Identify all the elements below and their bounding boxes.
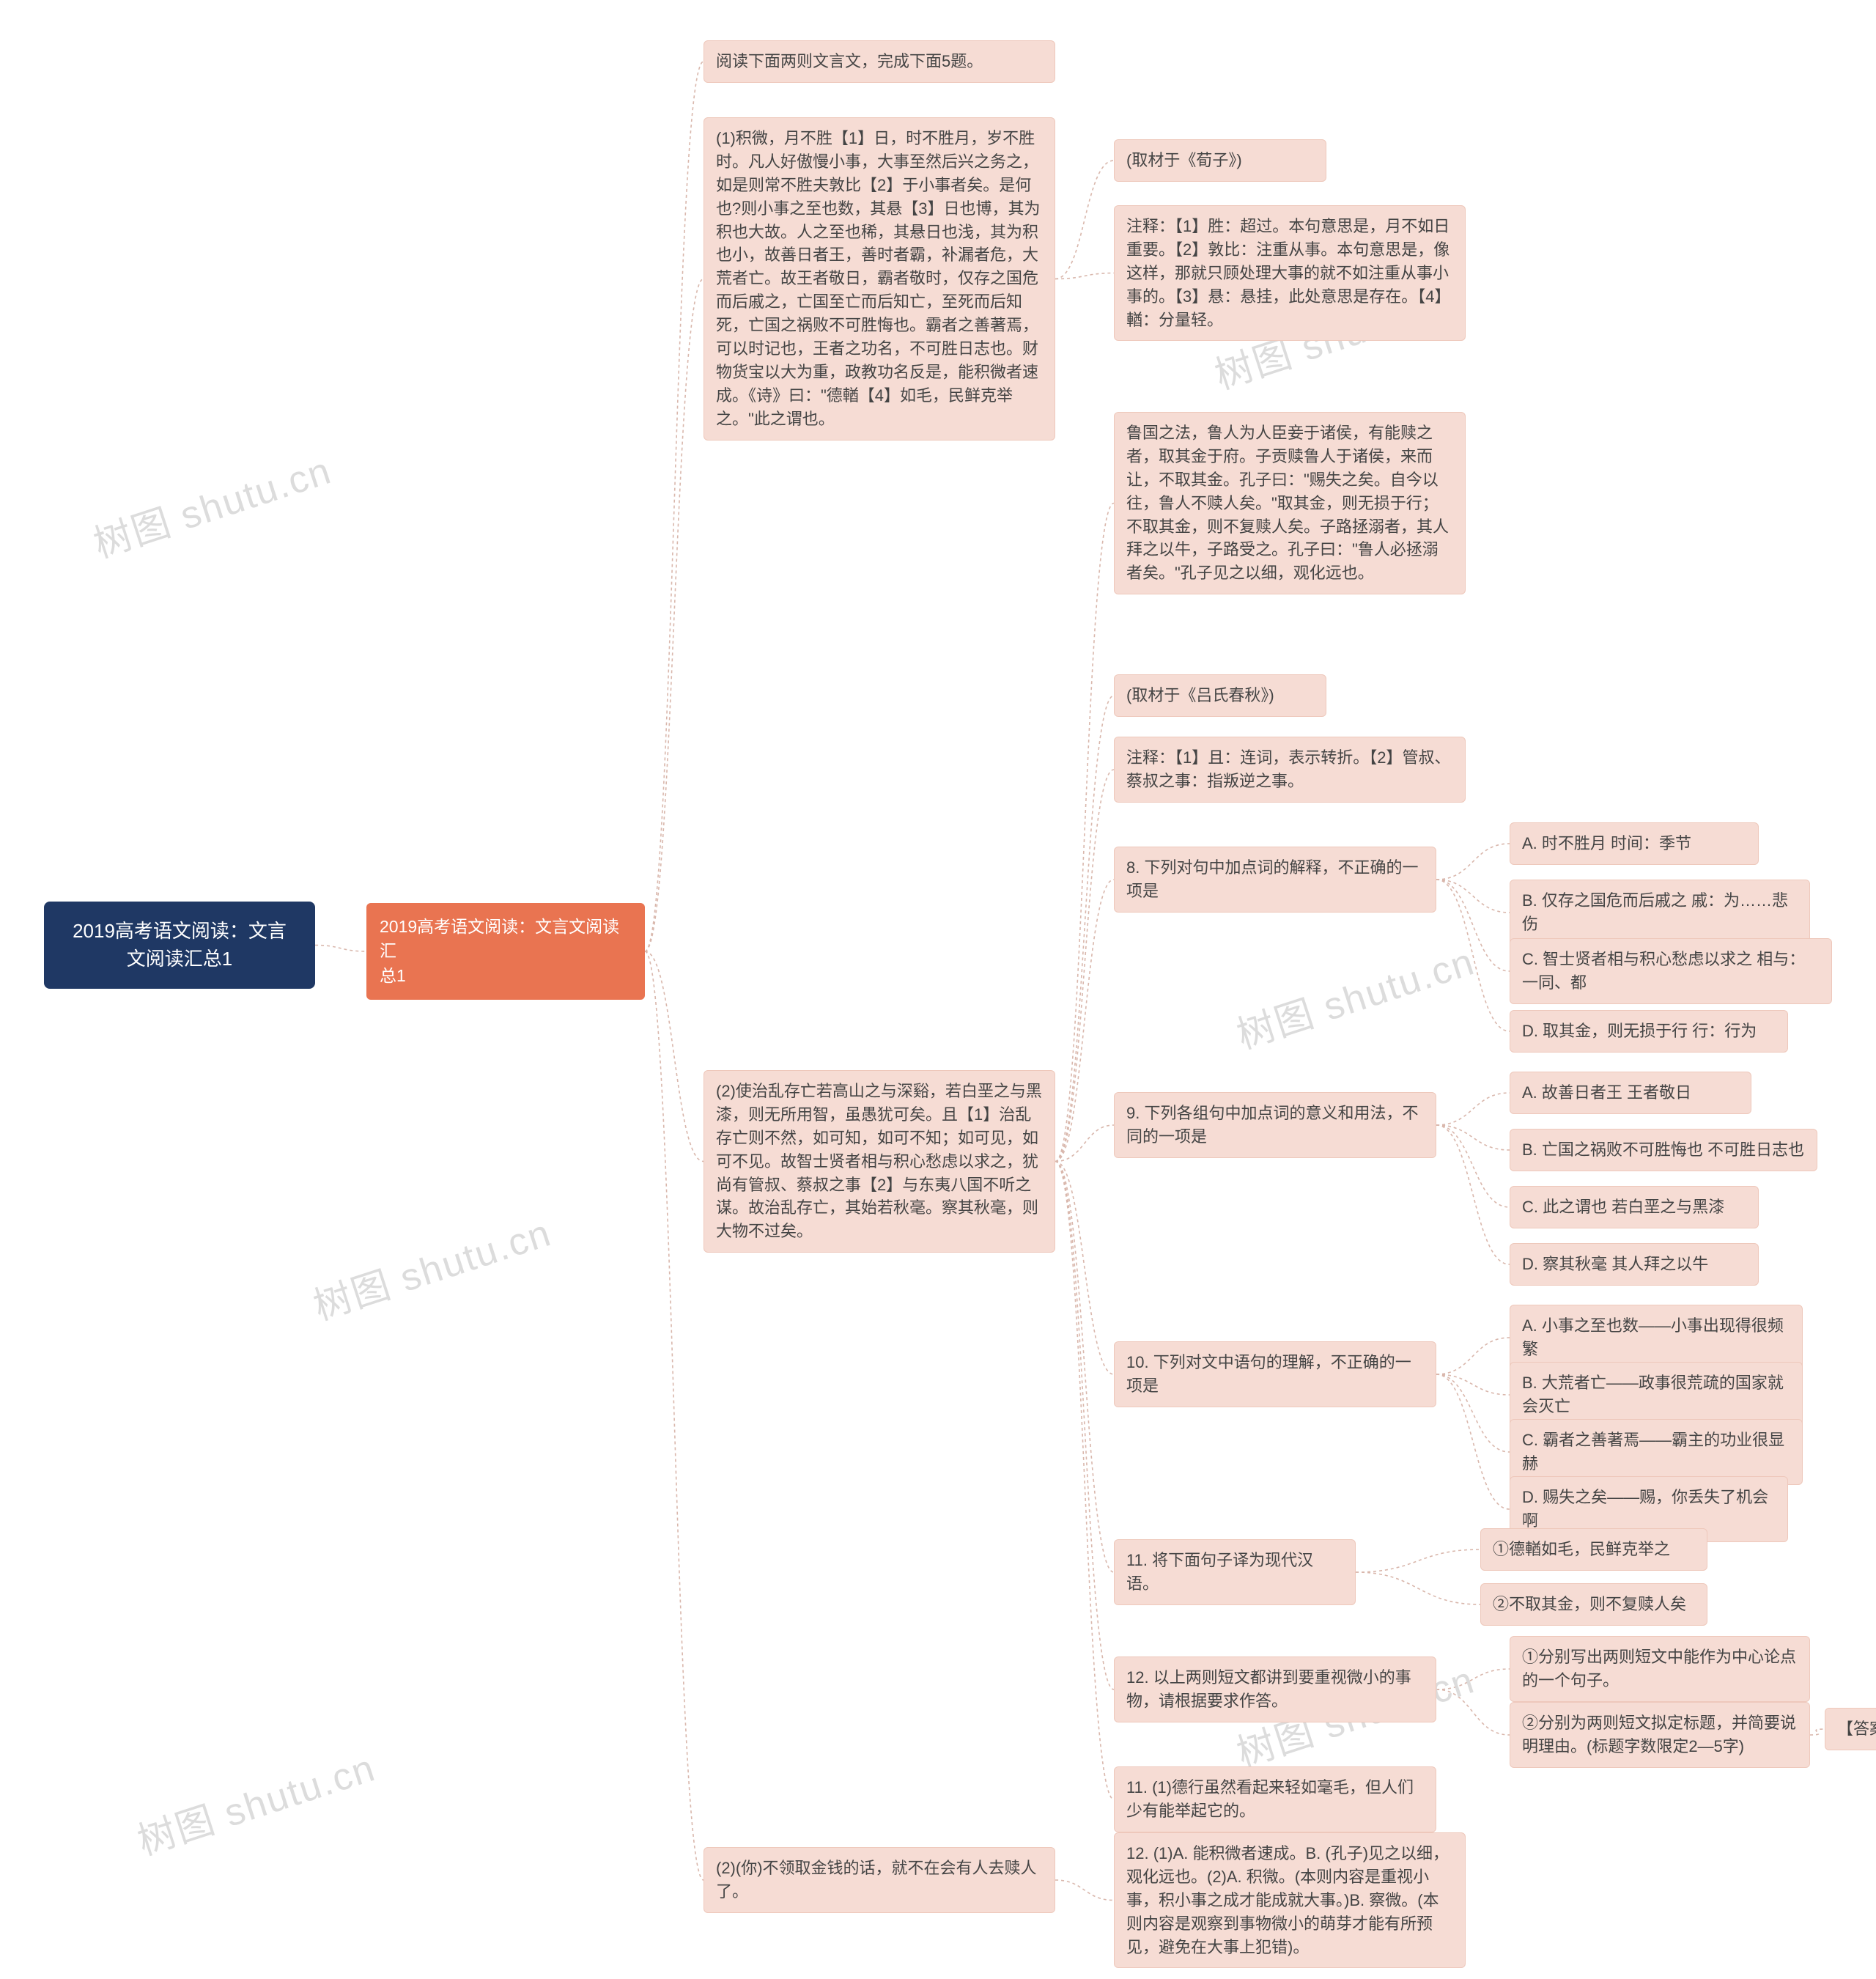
- mindmap-node-n_a11[interactable]: 11. (1)德行虽然看起来轻如毫毛，但人们少有能举起它的。: [1114, 1766, 1436, 1832]
- mindmap-node-n_lu[interactable]: 鲁国之法，鲁人为人臣妾于诸侯，有能赎之者，取其金于府。子贡赎鲁人于诸侯，来而让，…: [1114, 412, 1466, 594]
- mindmap-node-n_q9b[interactable]: B. 亡国之祸败不可胜悔也 不可胜日志也: [1510, 1129, 1817, 1171]
- connector: [1436, 880, 1510, 971]
- mindmap-node-n_q9d[interactable]: D. 察其秋毫 其人拜之以牛: [1510, 1243, 1759, 1286]
- mindmap-node-n_q10[interactable]: 10. 下列对文中语句的理解，不正确的一项是: [1114, 1341, 1436, 1407]
- connector: [1356, 1572, 1480, 1604]
- connector: [645, 951, 704, 1880]
- mindmap-node-n_note2[interactable]: 注释：【1】且：连词，表示转折。【2】管叔、蔡叔之事：指叛逆之事。: [1114, 737, 1466, 803]
- mindmap-node-n_p2[interactable]: (2)使治乱存亡若高山之与深谿，若白垩之与黑漆，则无所用智，虽愚犹可矣。且【1】…: [704, 1070, 1055, 1253]
- connector: [645, 62, 704, 951]
- mindmap-node-n_q12b[interactable]: ②分别为两则短文拟定标题，并简要说明理由。(标题字数限定2—5字): [1510, 1702, 1810, 1768]
- mindmap-node-n_q9[interactable]: 9. 下列各组句中加点词的意义和用法，不同的一项是: [1114, 1092, 1436, 1158]
- mindmap-node-n_q8d[interactable]: D. 取其金，则无损于行 行：行为: [1510, 1010, 1788, 1053]
- mindmap-node-n_q8c[interactable]: C. 智士贤者相与积心愁虑以求之 相与：一同、都: [1510, 938, 1832, 1004]
- mindmap-node-n_note1[interactable]: 注释：【1】胜：超过。本句意思是，月不如日重要。【2】敦比：注重从事。本句意思是…: [1114, 205, 1466, 341]
- connector: [1436, 1125, 1510, 1207]
- connector: [315, 946, 366, 952]
- watermark: 树图 shutu.cn: [306, 1202, 558, 1330]
- connector: [1055, 1125, 1114, 1162]
- mindmap-node-n_q8a[interactable]: A. 时不胜月 时间：季节: [1510, 822, 1759, 865]
- mindmap-node-n_src1[interactable]: (取材于《荀子》): [1114, 139, 1326, 182]
- mindmap-node-n_q12a[interactable]: ①分别写出两则短文中能作为中心论点的一个句子。: [1510, 1636, 1810, 1702]
- connector: [1055, 273, 1114, 279]
- connector: [1810, 1729, 1825, 1735]
- connector: [1436, 1374, 1510, 1509]
- mindmap-node-lvl1[interactable]: 2019高考语文阅读：文言文阅读汇 总1: [366, 903, 645, 1000]
- mindmap-node-n_q10c[interactable]: C. 霸者之善著焉——霸主的功业很显赫: [1510, 1419, 1803, 1485]
- mindmap-node-n_q9a[interactable]: A. 故善日者王 王者敬日: [1510, 1072, 1751, 1114]
- connector: [1436, 1093, 1510, 1125]
- mindmap-node-root[interactable]: 2019高考语文阅读：文言 文阅读汇总1: [44, 902, 315, 989]
- connector: [1436, 880, 1510, 1031]
- connector: [1055, 1162, 1114, 1800]
- mindmap-node-n_last[interactable]: (2)(你)不领取金钱的话，就不在会有人去赎人了。: [704, 1847, 1055, 1913]
- connector: [1055, 770, 1114, 1162]
- connector: [1436, 1125, 1510, 1150]
- mindmap-node-n_q9c[interactable]: C. 此之谓也 若白垩之与黑漆: [1510, 1186, 1759, 1228]
- mindmap-canvas: 树图 shutu.cn 树图 shutu.cn 树图 shutu.cn 树图 shut…: [0, 0, 1876, 1979]
- connector: [1055, 1162, 1114, 1375]
- connector: [1436, 844, 1510, 880]
- watermark: 树图 shutu.cn: [130, 1737, 382, 1865]
- connector: [645, 279, 704, 952]
- connector: [1055, 1162, 1114, 1573]
- connector: [1436, 1374, 1510, 1452]
- connector: [1055, 880, 1114, 1162]
- mindmap-node-n_q8[interactable]: 8. 下列对句中加点词的解释，不正确的一项是: [1114, 847, 1436, 913]
- connector: [1356, 1549, 1480, 1572]
- mindmap-node-n_q11a[interactable]: ①德輶如毛，民鲜克举之: [1480, 1528, 1707, 1571]
- connector: [1055, 161, 1114, 279]
- connector: [1436, 880, 1510, 913]
- connector: [1055, 504, 1114, 1162]
- connector: [1055, 696, 1114, 1162]
- watermark: 树图 shutu.cn: [1229, 931, 1481, 1059]
- watermark: 树图 shutu.cn: [86, 440, 338, 568]
- connector: [645, 951, 704, 1162]
- mindmap-node-n_intro[interactable]: 阅读下面两则文言文，完成下面5题。: [704, 40, 1055, 83]
- connector: [1436, 1338, 1510, 1374]
- connector: [1436, 1125, 1510, 1264]
- mindmap-node-n_ans[interactable]: 【答案】8. D 9. C 10. D: [1825, 1708, 1876, 1750]
- mindmap-node-n_a12[interactable]: 12. (1)A. 能积微者速成。B. (孔子)见之以细，观化远也。(2)A. …: [1114, 1832, 1466, 1968]
- mindmap-node-n_q11[interactable]: 11. 将下面句子译为现代汉语。: [1114, 1539, 1356, 1605]
- connector: [1436, 1669, 1510, 1689]
- connector: [1055, 1880, 1114, 1901]
- mindmap-node-n_src2[interactable]: (取材于《吕氏春秋》): [1114, 674, 1326, 717]
- mindmap-node-n_q12[interactable]: 12. 以上两则短文都讲到要重视微小的事物，请根据要求作答。: [1114, 1656, 1436, 1722]
- connector: [1055, 1162, 1114, 1690]
- connector: [1436, 1689, 1510, 1735]
- mindmap-node-n_q10a[interactable]: A. 小事之至也数——小事出现得很频繁: [1510, 1305, 1803, 1371]
- mindmap-node-n_p1[interactable]: (1)积微，月不胜【1】日，时不胜月，岁不胜时。凡人好傲慢小事，大事至然后兴之务…: [704, 117, 1055, 441]
- mindmap-node-n_q11b[interactable]: ②不取其金，则不复赎人矣: [1480, 1583, 1707, 1626]
- connector: [1436, 1374, 1510, 1395]
- mindmap-node-n_q10b[interactable]: B. 大荒者亡——政事很荒疏的国家就会灭亡: [1510, 1362, 1803, 1428]
- mindmap-node-n_q8b[interactable]: B. 仅存之国危而后戚之 戚：为……悲伤: [1510, 880, 1810, 946]
